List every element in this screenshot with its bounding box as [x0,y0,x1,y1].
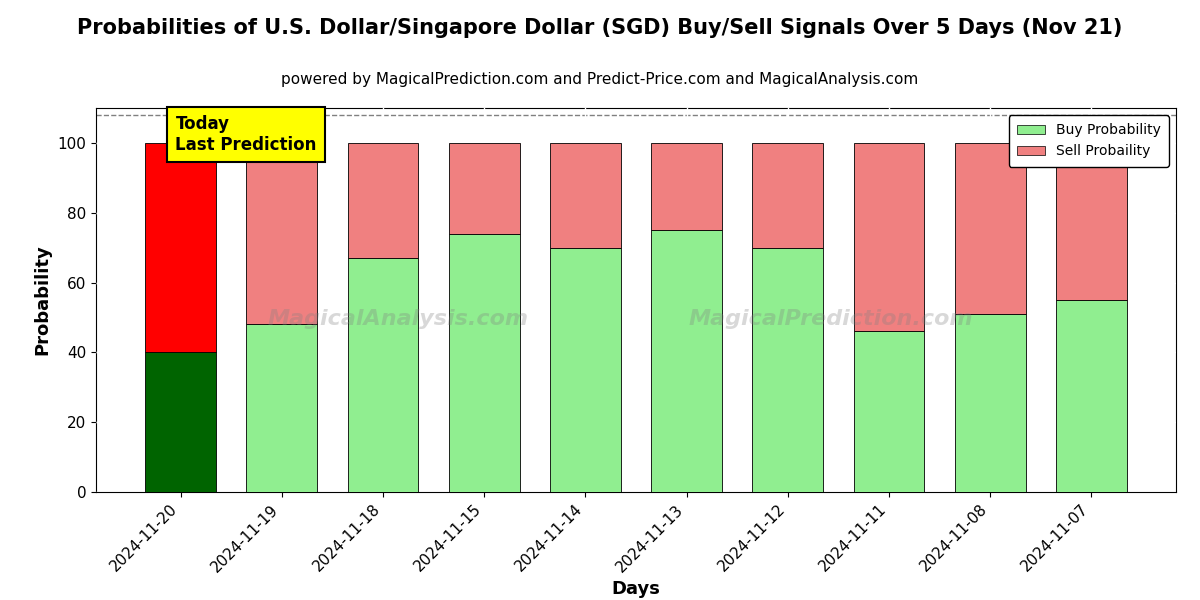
Bar [348,143,419,258]
Bar [348,258,419,492]
Text: MagicalAnalysis.com: MagicalAnalysis.com [268,309,529,329]
Text: Probabilities of U.S. Dollar/Singapore Dollar (SGD) Buy/Sell Signals Over 5 Days: Probabilities of U.S. Dollar/Singapore D… [77,18,1123,38]
Bar [246,143,317,325]
Bar [449,233,520,492]
Bar [1056,143,1127,300]
Bar [550,143,620,248]
Bar [955,143,1026,314]
Bar [145,143,216,352]
Bar [1056,300,1127,492]
Bar [652,230,722,492]
Bar [955,314,1026,492]
Legend: Buy Probability, Sell Probaility: Buy Probability, Sell Probaility [1009,115,1169,167]
Bar [853,143,924,331]
Bar [145,352,216,492]
Text: MagicalPrediction.com: MagicalPrediction.com [688,309,973,329]
Text: powered by MagicalPrediction.com and Predict-Price.com and MagicalAnalysis.com: powered by MagicalPrediction.com and Pre… [281,72,919,87]
X-axis label: Days: Days [612,580,660,598]
Bar [752,143,823,248]
Bar [449,143,520,233]
Bar [752,248,823,492]
Bar [652,143,722,230]
Bar [246,325,317,492]
Bar [853,331,924,492]
Y-axis label: Probability: Probability [34,245,52,355]
Text: Today
Last Prediction: Today Last Prediction [175,115,317,154]
Bar [550,248,620,492]
